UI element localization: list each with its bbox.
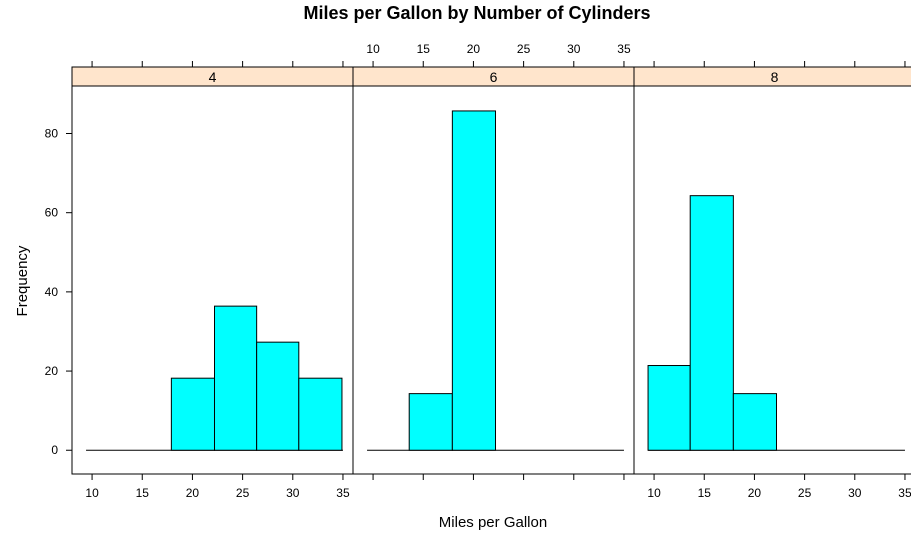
x-tick-label: 20 <box>186 486 200 500</box>
x-tick-label: 10 <box>366 42 380 56</box>
panel-6: 6 10 15 20 25 30 35 <box>352 42 635 480</box>
panel-8: 8 10 15 20 25 30 35 <box>633 61 911 500</box>
y-tick-label: 20 <box>45 364 59 378</box>
bar <box>451 110 497 451</box>
x-tick-label: 10 <box>647 486 661 500</box>
panels-group: 4 10 15 20 25 30 35 6 10 15 20 25 30 35 8 10 15 20 25 30 35 <box>71 42 911 500</box>
x-tick-label: 10 <box>85 486 99 500</box>
x-tick-label: 20 <box>748 486 762 500</box>
x-tick-label: 25 <box>798 486 812 500</box>
bar <box>689 195 734 451</box>
panel-frame-8 <box>633 85 911 475</box>
bar <box>214 305 258 451</box>
strip-label: 8 <box>771 69 779 85</box>
bar <box>170 377 216 451</box>
y-axis-label: Frequency <box>14 245 31 316</box>
strip-label: 4 <box>209 69 217 85</box>
x-tick-label: 30 <box>848 486 862 500</box>
bar <box>732 393 778 451</box>
y-tick-label: 60 <box>45 206 59 220</box>
x-tick-label: 20 <box>467 42 481 56</box>
x-tick-label: 25 <box>236 486 250 500</box>
x-tick-label: 30 <box>286 486 300 500</box>
chart-title: Miles per Gallon by Number of Cylinders <box>303 3 650 23</box>
x-tick-label: 15 <box>417 42 431 56</box>
x-tick-label: 30 <box>567 42 581 56</box>
bar <box>647 365 691 451</box>
strip-label: 6 <box>490 69 498 85</box>
bar <box>256 341 300 451</box>
panel-4: 4 10 15 20 25 30 35 <box>71 61 354 500</box>
x-tick-label: 15 <box>136 486 150 500</box>
y-tick-label: 0 <box>51 443 58 457</box>
x-tick-label: 35 <box>336 486 350 500</box>
bar <box>298 377 343 451</box>
x-tick-label: 15 <box>698 486 712 500</box>
x-tick-label: 35 <box>617 42 631 56</box>
x-axis-label: Miles per Gallon <box>439 514 547 531</box>
bar <box>408 393 453 451</box>
x-tick-label: 35 <box>898 486 911 500</box>
y-axis: 0 20 40 60 80 <box>45 127 72 457</box>
x-tick-label: 25 <box>517 42 531 56</box>
y-tick-label: 40 <box>45 285 59 299</box>
y-tick-label: 80 <box>45 127 59 141</box>
